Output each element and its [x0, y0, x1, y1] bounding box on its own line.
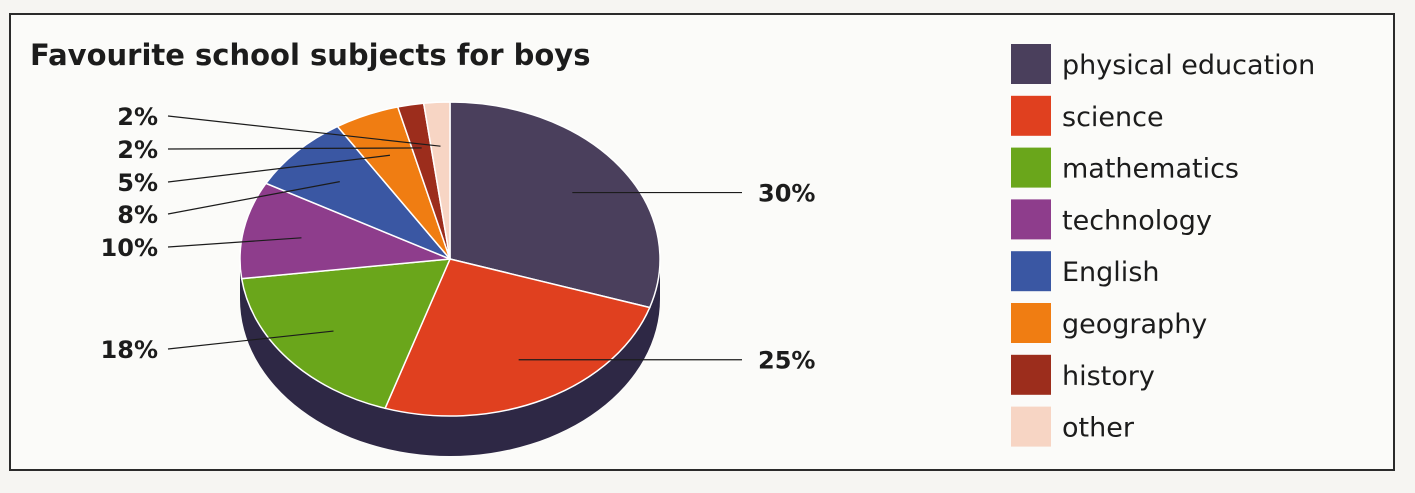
value-label-technology: 10% — [101, 234, 158, 262]
leader-line-history — [167, 147, 422, 150]
value-label-other: 2% — [117, 103, 158, 131]
legend-label: science — [1062, 102, 1164, 133]
pie-slices — [239, 101, 661, 417]
legend-item-physical-education: physical education — [1011, 44, 1315, 84]
legend-swatch — [1011, 95, 1051, 136]
value-label-physical-education: 30% — [758, 180, 815, 208]
pie-slice-english — [264, 125, 451, 260]
legend-item-geography: geography — [1011, 303, 1207, 343]
legend-swatch — [1011, 303, 1051, 343]
value-label-mathematics: 18% — [101, 336, 158, 364]
pie-depth — [240, 259, 660, 456]
legend-item-history: history — [1011, 354, 1155, 395]
pie-slice-science — [384, 258, 651, 417]
value-label-science: 25% — [758, 347, 815, 375]
legend-label: English — [1062, 257, 1160, 288]
legend: physical education science mathematics tech… — [1011, 44, 1315, 447]
pie-slice-physical-education — [449, 101, 661, 309]
leader-line-other — [167, 115, 441, 147]
legend-label: geography — [1062, 309, 1207, 340]
legend-swatch — [1011, 354, 1051, 395]
legend-item-other: other — [1011, 406, 1135, 447]
leader-line-technology — [167, 237, 302, 248]
legend-swatch — [1011, 44, 1051, 84]
leader-line-english — [167, 181, 340, 215]
pie-slice-other — [422, 101, 451, 260]
legend-item-technology: technology — [1011, 199, 1212, 240]
value-label-history: 2% — [117, 136, 158, 164]
pie-value-labels: 30% 25% 18% 10% 8% 5% 2% 2% — [101, 103, 816, 375]
legend-swatch — [1011, 147, 1051, 188]
pie-slice-technology — [239, 182, 451, 280]
leader-line-geography — [167, 154, 391, 183]
leader-line-mathematics — [167, 330, 334, 350]
legend-label: mathematics — [1062, 154, 1239, 185]
pie-side-wall — [240, 259, 660, 456]
legend-item-mathematics: mathematics — [1011, 147, 1239, 188]
legend-swatch — [1011, 199, 1051, 240]
value-label-english: 8% — [117, 201, 158, 229]
value-label-geography: 5% — [117, 169, 158, 197]
chart-title: Favourite school subjects for boys — [30, 38, 591, 72]
legend-label: history — [1062, 361, 1155, 392]
legend-label: other — [1062, 413, 1135, 444]
legend-swatch — [1011, 251, 1051, 292]
legend-swatch — [1011, 406, 1051, 447]
pie-slice-mathematics — [240, 258, 452, 410]
legend-label: technology — [1062, 205, 1212, 236]
legend-item-english: English — [1011, 251, 1160, 292]
legend-item-science: science — [1011, 95, 1164, 136]
legend-label: physical education — [1062, 50, 1315, 81]
